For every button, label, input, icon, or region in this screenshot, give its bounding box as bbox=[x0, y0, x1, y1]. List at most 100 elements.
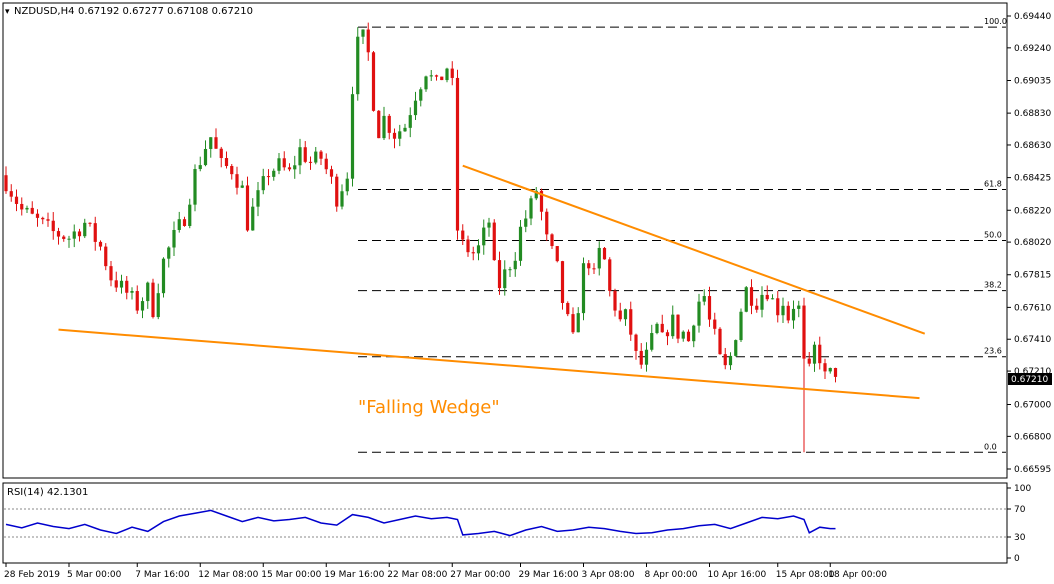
candle-body bbox=[324, 158, 328, 170]
fibonacci-levels: 100.0 61.8 50.0 38.2 23.6 0.0 bbox=[358, 17, 1007, 453]
candle-body bbox=[335, 176, 339, 207]
candle-body bbox=[177, 219, 181, 230]
candle-body bbox=[277, 158, 281, 171]
candle-body bbox=[755, 305, 759, 310]
candle-body bbox=[361, 29, 365, 37]
candle-body bbox=[592, 268, 596, 270]
chart-symbol: NZDUSD,H4 bbox=[14, 6, 74, 17]
rsi-title: RSI(14) 42.1301 bbox=[7, 487, 88, 498]
time-axis-label: 7 Mar 16:00 bbox=[135, 570, 190, 580]
candle-body bbox=[466, 239, 470, 253]
rsi-axis-label: 0 bbox=[1014, 554, 1020, 564]
candle-body bbox=[676, 314, 680, 339]
candle-body bbox=[492, 222, 496, 261]
candle-body bbox=[25, 207, 29, 210]
candle-body bbox=[245, 185, 250, 231]
candle-body bbox=[114, 280, 118, 288]
price-axis-label: 0.67815 bbox=[1014, 271, 1051, 281]
candle-body bbox=[781, 305, 785, 316]
candle-body bbox=[434, 75, 439, 77]
candle-body bbox=[125, 280, 129, 293]
candle-body bbox=[749, 287, 754, 306]
price-axis-label: 0.68630 bbox=[1014, 141, 1051, 151]
candle-body bbox=[135, 291, 139, 311]
candle-body bbox=[797, 305, 801, 309]
rsi-axis-label: 70 bbox=[1014, 505, 1026, 515]
candle-body bbox=[261, 176, 265, 191]
fib-level-label: 61.8 bbox=[984, 180, 1002, 189]
pattern-label: "Falling Wedge" bbox=[358, 397, 500, 418]
candle-body bbox=[172, 229, 176, 248]
price-axis-label: 0.68425 bbox=[1014, 174, 1051, 184]
candle-body bbox=[697, 301, 701, 326]
time-axis-label: 29 Mar 16:00 bbox=[519, 570, 579, 580]
price-axis-label: 0.68830 bbox=[1014, 109, 1051, 119]
candle-body bbox=[167, 247, 171, 259]
candle-body bbox=[240, 185, 244, 188]
candle-body bbox=[98, 241, 103, 247]
candle-body bbox=[146, 282, 150, 302]
time-axis-label: 22 Mar 08:00 bbox=[387, 570, 447, 580]
candle-body bbox=[298, 147, 302, 166]
candle-body bbox=[807, 358, 811, 364]
candle-body bbox=[382, 115, 386, 139]
candle-body bbox=[319, 151, 323, 159]
candle-body bbox=[350, 94, 355, 179]
candle-body bbox=[639, 350, 643, 365]
candle-body bbox=[497, 260, 502, 289]
candle-body bbox=[251, 206, 255, 231]
candle-body bbox=[539, 190, 544, 212]
candle-body bbox=[56, 231, 61, 237]
candle-body bbox=[471, 252, 475, 254]
candle-body bbox=[308, 161, 313, 163]
candle-body bbox=[130, 291, 134, 293]
candle-body bbox=[791, 308, 796, 321]
candle-body bbox=[566, 302, 570, 315]
candle-body bbox=[461, 230, 465, 240]
candle-body bbox=[660, 323, 664, 333]
trendline-lower bbox=[58, 328, 920, 400]
candle-body bbox=[440, 76, 444, 81]
candle-body bbox=[718, 328, 722, 355]
candle-body bbox=[67, 238, 71, 240]
candle-body bbox=[230, 166, 234, 175]
candle-body bbox=[104, 246, 108, 267]
time-axis-label: 15 Apr 08:00 bbox=[776, 570, 835, 580]
candle-body bbox=[88, 222, 92, 224]
candle-body bbox=[786, 305, 790, 321]
candle-body bbox=[602, 247, 607, 260]
candle-body bbox=[450, 68, 454, 78]
candle-body bbox=[256, 190, 260, 207]
fib-level-label: 0.0 bbox=[984, 442, 997, 451]
current-price-tag bbox=[1008, 373, 1052, 385]
candle-body bbox=[303, 147, 307, 162]
candle-body bbox=[387, 115, 391, 133]
candle-body bbox=[371, 52, 376, 111]
price-axis-label: 0.67210 bbox=[1014, 367, 1051, 377]
candle-body bbox=[629, 309, 633, 335]
time-axis-label: 10 Apr 16:00 bbox=[708, 570, 767, 580]
candle-body bbox=[366, 29, 370, 53]
candle-body bbox=[529, 198, 533, 219]
candle-body bbox=[161, 258, 166, 294]
candle-body bbox=[30, 207, 34, 214]
rsi-axis-label: 30 bbox=[1014, 533, 1026, 543]
candle-body bbox=[287, 167, 292, 170]
candle-body bbox=[455, 77, 460, 231]
current-price-label: 0.67210 bbox=[1011, 375, 1048, 385]
candle-body bbox=[408, 115, 412, 128]
rsi-line bbox=[5, 509, 836, 537]
candle-body bbox=[812, 344, 817, 364]
candle-body bbox=[193, 169, 197, 205]
candle-body bbox=[739, 311, 743, 341]
candle-body bbox=[576, 313, 580, 333]
candle-body bbox=[513, 260, 517, 270]
price-axis-label: 0.69440 bbox=[1014, 12, 1051, 22]
candle-body bbox=[266, 176, 271, 178]
candle-body bbox=[650, 333, 654, 350]
candle-body bbox=[828, 367, 832, 372]
candle-body bbox=[377, 110, 381, 139]
candle-body bbox=[692, 325, 696, 342]
candle-body bbox=[119, 280, 124, 288]
time-axis-label: 5 Mar 00:00 bbox=[67, 570, 122, 580]
